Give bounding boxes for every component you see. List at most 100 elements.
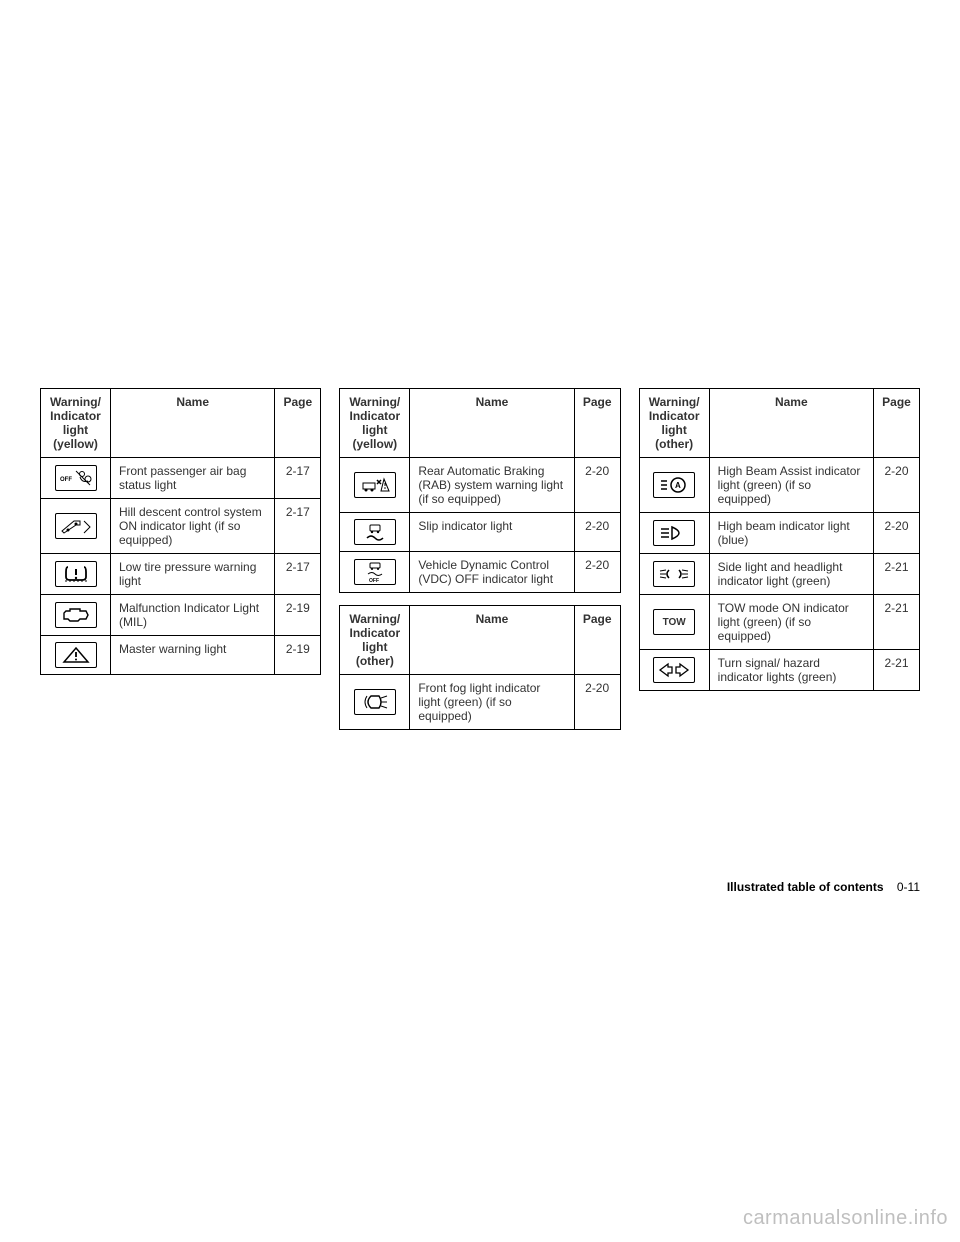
table-row: TOW TOW mode ON indicator light (green) …: [639, 595, 919, 650]
table-row: Turn signal/ hazard indicator lights (gr…: [639, 650, 919, 691]
engine-icon: [55, 602, 97, 628]
slip-icon: [354, 519, 396, 545]
column-1: Warning/ Indicator light (yellow) Name P…: [40, 388, 321, 730]
header-col1: Warning/ Indicator light (yellow): [340, 389, 410, 458]
name-cell: Low tire pressure warning light: [111, 554, 275, 595]
page-cell: 2-21: [873, 595, 919, 650]
icon-cell: [639, 554, 709, 595]
table-row: Front fog light indicator light (green) …: [340, 675, 620, 730]
table-body: OFF Front passenger air bag status light…: [41, 458, 321, 675]
icon-cell: [41, 554, 111, 595]
name-cell: Front fog light indicator light (green) …: [410, 675, 574, 730]
page-cell: 2-20: [873, 458, 919, 513]
page-cell: 2-17: [275, 554, 321, 595]
header-col3: Page: [873, 389, 919, 458]
header-col1: Warning/ Indicator light (yellow): [41, 389, 111, 458]
svg-text:A: A: [675, 481, 681, 490]
icon-cell: OFF: [340, 552, 410, 593]
icon-cell: [639, 650, 709, 691]
icon-cell: OFF: [41, 458, 111, 499]
column-2: Warning/ Indicator light (yellow) Name P…: [339, 388, 620, 730]
name-cell: Hill descent control system ON indicator…: [111, 499, 275, 554]
page-cell: 2-19: [275, 595, 321, 636]
table-other-2: Warning/ Indicator light (other) Name Pa…: [639, 388, 920, 691]
icon-cell: TOW: [639, 595, 709, 650]
name-cell: Vehicle Dynamic Control (VDC) OFF indica…: [410, 552, 574, 593]
header-col1: Warning/ Indicator light (other): [340, 606, 410, 675]
header-col2: Name: [111, 389, 275, 458]
page-cell: 2-20: [873, 513, 919, 554]
page-cell: 2-17: [275, 499, 321, 554]
tables-row: Warning/ Indicator light (yellow) Name P…: [40, 388, 920, 730]
table-row: Slip indicator light 2-20: [340, 513, 620, 552]
table-row: Master warning light 2-19: [41, 636, 321, 675]
footer-label: Illustrated table of contents: [727, 880, 884, 894]
table-row: Side light and headlight indicator light…: [639, 554, 919, 595]
icon-cell: [340, 458, 410, 513]
icon-cell: [41, 499, 111, 554]
page-footer: Illustrated table of contents 0-11: [727, 880, 920, 894]
name-cell: Malfunction Indicator Light (MIL): [111, 595, 275, 636]
page-cell: 2-20: [574, 458, 620, 513]
hill-descent-icon: [55, 513, 97, 539]
table-row: A High Beam Assist indicator light (gree…: [639, 458, 919, 513]
table-yellow-2: Warning/ Indicator light (yellow) Name P…: [339, 388, 620, 593]
table-row: OFF Front passenger air bag status light…: [41, 458, 321, 499]
name-cell: TOW mode ON indicator light (green) (if …: [709, 595, 873, 650]
name-cell: Slip indicator light: [410, 513, 574, 552]
side-light-icon: [653, 561, 695, 587]
table-other-1: Warning/ Indicator light (other) Name Pa…: [339, 605, 620, 730]
svg-text:OFF: OFF: [369, 578, 379, 583]
watermark: carmanualsonline.info: [743, 1207, 948, 1230]
header-col3: Page: [574, 389, 620, 458]
header-col3: Page: [275, 389, 321, 458]
tow-icon: TOW: [653, 609, 695, 635]
manual-page: Warning/ Indicator light (yellow) Name P…: [0, 0, 960, 1242]
airbag-off-icon: OFF: [55, 465, 97, 491]
name-cell: Master warning light: [111, 636, 275, 675]
icon-cell: [340, 675, 410, 730]
header-col3: Page: [574, 606, 620, 675]
name-cell: Rear Automatic Braking (RAB) system warn…: [410, 458, 574, 513]
svg-text:OFF: OFF: [60, 477, 72, 483]
header-col2: Name: [709, 389, 873, 458]
table-body: Front fog light indicator light (green) …: [340, 675, 620, 730]
high-beam-assist-icon: A: [653, 472, 695, 498]
page-cell: 2-20: [574, 513, 620, 552]
icon-cell: [41, 595, 111, 636]
header-col1: Warning/ Indicator light (other): [639, 389, 709, 458]
footer-page: 0-11: [897, 880, 920, 894]
page-cell: 2-20: [574, 675, 620, 730]
table-row: Hill descent control system ON indicator…: [41, 499, 321, 554]
icon-cell: [340, 513, 410, 552]
header-col2: Name: [410, 606, 574, 675]
table-body: Rear Automatic Braking (RAB) system warn…: [340, 458, 620, 593]
icon-cell: [41, 636, 111, 675]
rab-icon: [354, 472, 396, 498]
name-cell: Turn signal/ hazard indicator lights (gr…: [709, 650, 873, 691]
table-yellow-1: Warning/ Indicator light (yellow) Name P…: [40, 388, 321, 675]
icon-cell: A: [639, 458, 709, 513]
page-cell: 2-21: [873, 554, 919, 595]
fog-front-icon: [354, 689, 396, 715]
table-row: Rear Automatic Braking (RAB) system warn…: [340, 458, 620, 513]
page-cell: 2-17: [275, 458, 321, 499]
icon-cell: [639, 513, 709, 554]
table-row: High beam indicator light (blue) 2-20: [639, 513, 919, 554]
page-cell: 2-19: [275, 636, 321, 675]
table-row: Malfunction Indicator Light (MIL) 2-19: [41, 595, 321, 636]
name-cell: High Beam Assist indicator light (green)…: [709, 458, 873, 513]
master-warning-icon: [55, 642, 97, 668]
high-beam-icon: [653, 520, 695, 546]
turn-signal-icon: [653, 657, 695, 683]
column-3: Warning/ Indicator light (other) Name Pa…: [639, 388, 920, 730]
name-cell: Front passenger air bag status light: [111, 458, 275, 499]
page-cell: 2-21: [873, 650, 919, 691]
header-col2: Name: [410, 389, 574, 458]
page-cell: 2-20: [574, 552, 620, 593]
table-row: Low tire pressure warning light 2-17: [41, 554, 321, 595]
tire-pressure-icon: [55, 561, 97, 587]
table-body: A High Beam Assist indicator light (gree…: [639, 458, 919, 691]
vdc-off-icon: OFF: [354, 559, 396, 585]
table-row: OFF Vehicle Dynamic Control (VDC) OFF in…: [340, 552, 620, 593]
